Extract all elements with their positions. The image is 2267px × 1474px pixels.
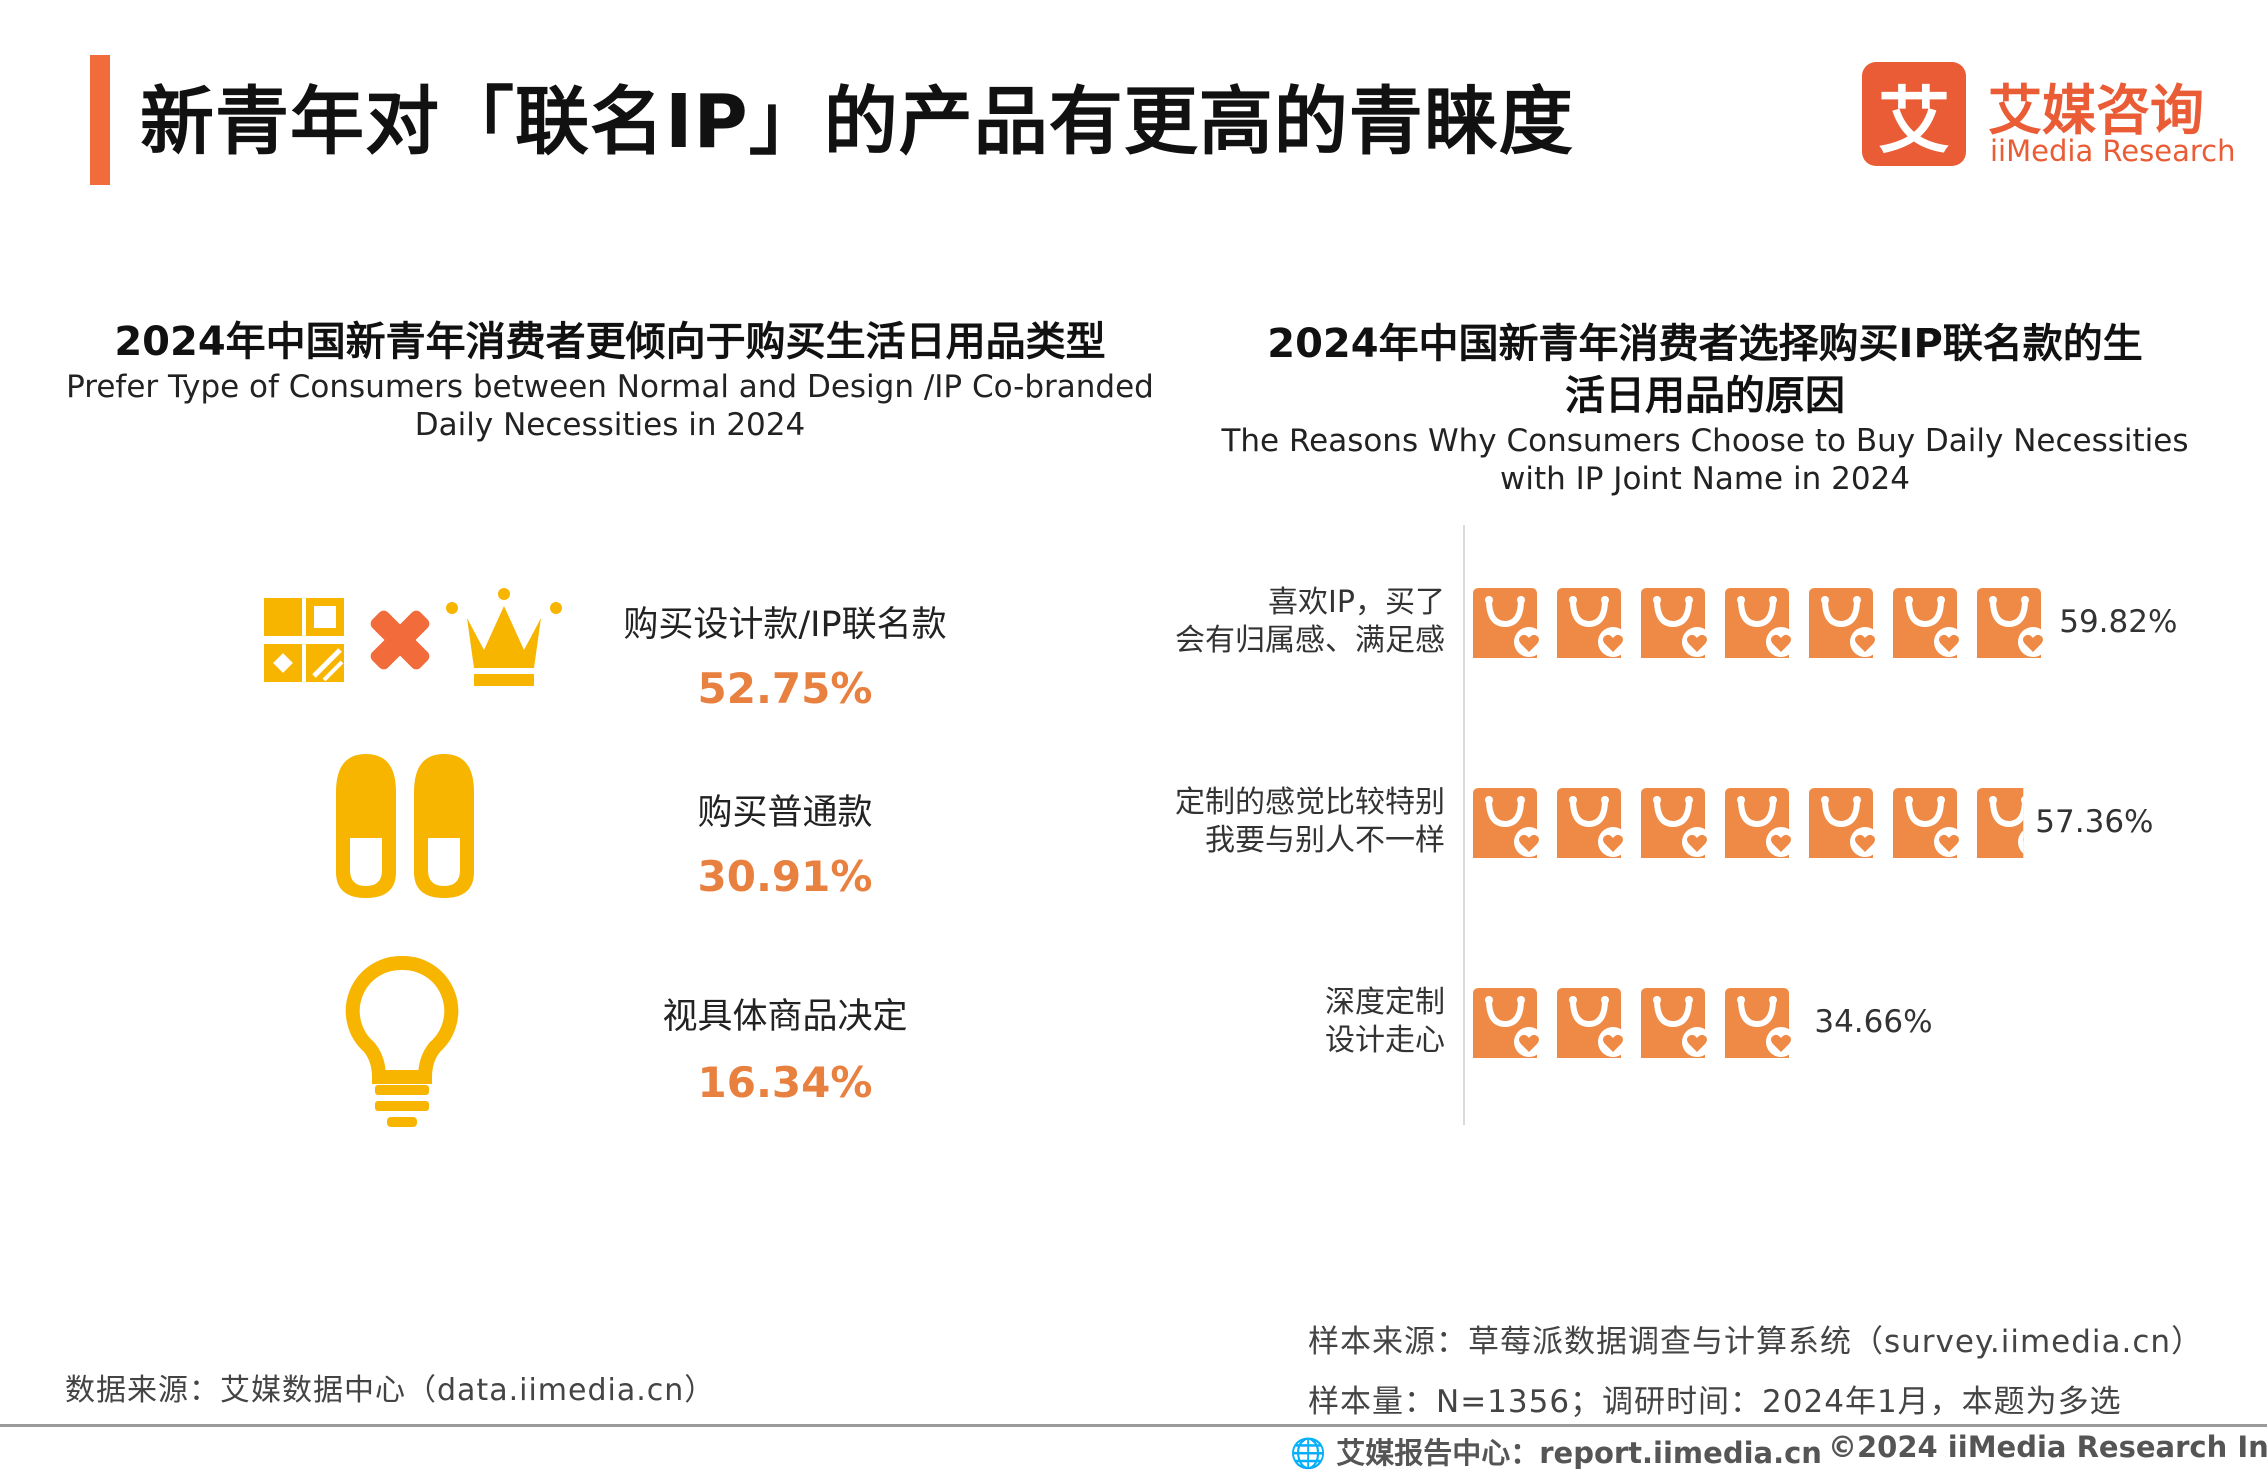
report-center-link[interactable]: 🌐 艾媒报告中心：report.iimedia.cn [1290,1436,1822,1470]
bar-value-label-3: 34.66% [1814,1004,1933,1040]
data-source: 数据来源：艾媒数据中心（data.iimedia.cn） [65,1373,716,1408]
globe-icon: 🌐 [1290,1436,1327,1470]
shopping-bag-icon [1809,788,1880,858]
choice-value-depends: 16.34% [697,1058,873,1107]
bar-value-label-1: 59.82% [2059,604,2178,640]
logo-mark-icon: 艾 [1862,62,1966,166]
shopping-bag-icon [1725,988,1796,1058]
choice-label-normal: 购买普通款 [697,793,873,833]
shopping-bag-icon [1473,988,1544,1058]
left-panel-title: 2024年中国新青年消费者更倾向于购买生活日用品类型 [114,319,1106,365]
copyright: ©2024 iiMedia Research Inc [1828,1430,2267,1464]
right-panel-title-1: 2024年中国新青年消费者选择购买IP联名款的生 [1267,321,2143,367]
choice-label-ip: 购买设计款/IP联名款 [623,605,947,645]
category-label-2: 定制的感觉比较特别 我要与别人不一样 [1175,785,1445,858]
iimedia-logo: 艾 艾媒咨询 iiMedia Research [1862,62,2235,172]
category-label-1: 喜欢IP，买了 会有归属感、满足感 [1175,585,1445,658]
bar-like-ip [1473,588,2048,658]
right-panel-subtitle-1: The Reasons Why Consumers Choose to Buy … [1221,423,2189,459]
bar-custom-special [1473,788,2048,858]
shopping-bag-icon [1725,588,1796,658]
slippers-icon [330,752,480,902]
left-panel-subtitle-1: Prefer Type of Consumers between Normal … [66,369,1154,405]
shopping-bag-icon [1893,588,1964,658]
right-panel-subtitle-2: with IP Joint Name in 2024 [1499,461,1910,497]
title-accent-bar [90,55,110,185]
shopping-bag-icon [1557,988,1628,1058]
footer-divider [0,1424,2267,1427]
shopping-bag-icon [1641,588,1712,658]
shopping-bag-icon [1977,588,2048,658]
right-panel-title-2: 活日用品的原因 [1565,373,1845,419]
page-title: 新青年对「联名IP」的产品有更高的青睐度 [140,79,1574,165]
shopping-bag-icon [1809,588,1880,658]
sample-size: 样本量：N=1356；调研时间：2024年1月，本题为多选 [1308,1384,2122,1420]
logo-english-text: iiMedia Research [1990,134,2236,168]
choice-value-normal: 30.91% [697,852,873,901]
shopping-bag-icon [1473,588,1544,658]
shopping-bag-icon [1893,788,1964,858]
shopping-bag-icon [1641,988,1712,1058]
pictogram-bar-chart [1465,570,2105,1070]
chart-axis-line [1463,525,1465,1125]
choice-label-depends: 视具体商品决定 [662,997,908,1037]
bar-value-label-2: 57.36% [2035,804,2154,840]
category-label-3: 深度定制 设计走心 [1325,985,1445,1058]
logo-chinese-text: 艾媒咨询 [1988,79,2204,142]
shopping-bag-icon [1725,788,1796,858]
crown-grid-icon [262,572,562,692]
shopping-bag-icon [1557,588,1628,658]
shopping-bag-icon [1557,788,1628,858]
left-panel-subtitle-2: Daily Necessities in 2024 [414,407,806,443]
sample-source: 样本来源：草莓派数据调查与计算系统（survey.iimedia.cn） [1308,1324,2204,1360]
shopping-bag-icon [1473,788,1544,858]
choice-value-ip: 52.75% [697,664,873,713]
lightbulb-icon [345,955,460,1130]
shopping-bag-icon [1641,788,1712,858]
